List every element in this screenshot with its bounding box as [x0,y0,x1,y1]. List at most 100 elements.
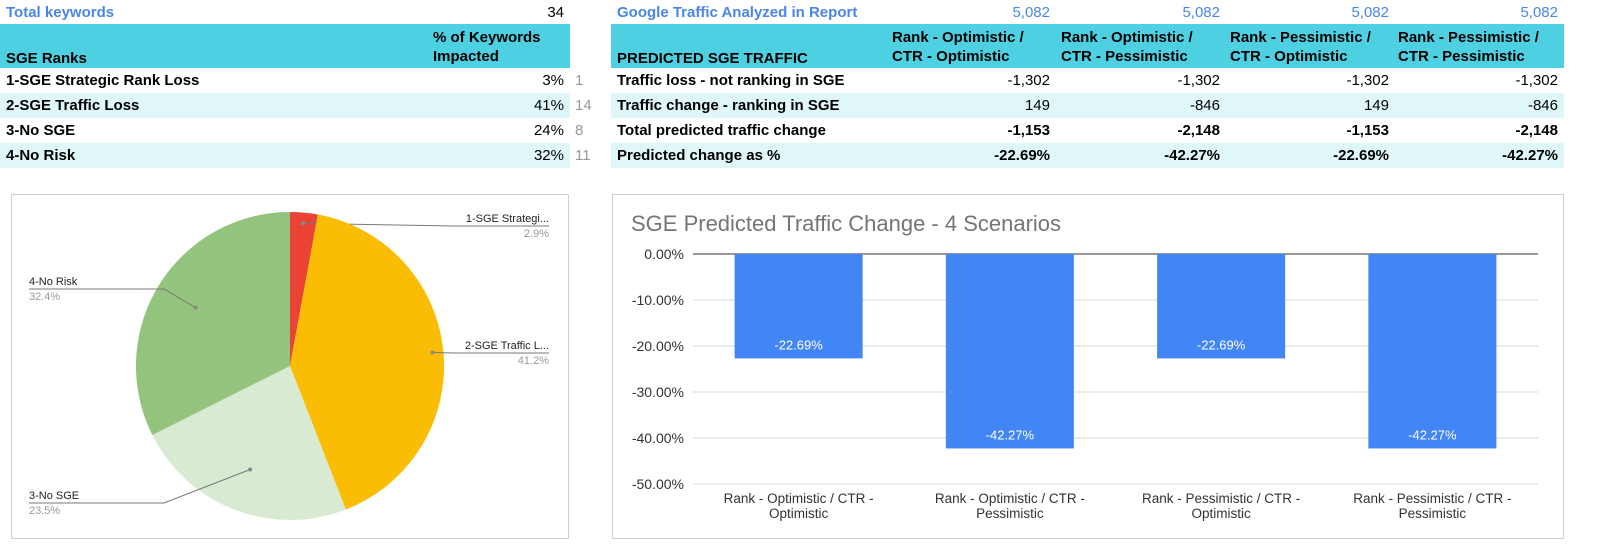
pie-leader-dot [248,467,253,472]
traffic-value[interactable]: -22.69% [1333,147,1389,164]
sge-rank-label[interactable]: 3-No SGE [6,122,76,139]
x-category-label: Optimistic [1191,506,1251,521]
bar[interactable] [1157,254,1286,359]
traffic-value[interactable]: 149 [1363,97,1389,114]
analyzed-value[interactable]: 5,082 [1351,4,1389,21]
traffic-row-label[interactable]: Traffic change - ranking in SGE [617,97,840,114]
analyzed-row: Google Traffic Analyzed in Report 5,082 … [611,0,1564,25]
x-category-label: Pessimistic [1399,506,1467,521]
x-category-label: Rank - Optimistic / CTR - [935,491,1085,506]
traffic-value[interactable]: -1,302 [1177,72,1220,89]
sge-rank-pct[interactable]: 24% [533,122,564,139]
pie-leader-line [29,288,196,309]
traffic-value[interactable]: -2,148 [1177,122,1220,139]
pie-slice[interactable] [290,214,444,510]
pie-leader-dot [193,305,198,310]
traffic-change-bar-chart: SGE Predicted Traffic Change - 4 Scenari… [631,211,1538,521]
traffic-value[interactable]: -1,302 [1515,72,1558,89]
sge-rank-label[interactable]: 1-SGE Strategic Rank Loss [6,72,200,89]
analyzed-value[interactable]: 5,082 [1012,4,1050,21]
x-category-label: Optimistic [769,506,829,521]
bar-data-label: -42.27% [986,427,1035,442]
pie-slice-pct: 41.2% [518,355,549,367]
traffic-row-label[interactable]: Traffic loss - not ranking in SGE [617,72,845,89]
traffic-value[interactable]: -846 [1527,97,1558,114]
pie-slice[interactable] [152,366,346,520]
traffic-value[interactable]: -2,148 [1515,122,1558,139]
bar-data-label: -22.69% [1197,337,1246,352]
traffic-value[interactable]: -22.69% [994,147,1050,164]
pie-slice[interactable] [290,212,318,366]
traffic-value[interactable]: -846 [1189,97,1220,114]
x-category-label: Rank - Pessimistic / CTR - [1353,491,1511,506]
pie-slice-pct: 23.5% [29,505,60,517]
sge-rank-count[interactable]: 8 [575,122,584,139]
traffic-row: Total predicted traffic change -1,153 -2,1… [611,118,1564,143]
traffic-row-label[interactable]: Predicted change as % [617,147,781,164]
sge-rank-row: 4-No Risk 32% [0,143,570,168]
sge-rank-count[interactable]: 1 [575,72,584,89]
analyzed-value[interactable]: 5,082 [1520,4,1558,21]
x-category-label: Rank - Pessimistic / CTR - [1142,491,1300,506]
pie-slice-pct: 2.9% [524,228,549,240]
sge-rank-label[interactable]: 4-No Risk [6,147,76,164]
sge-ranks-header[interactable]: SGE Ranks [6,50,87,67]
left-table-header: SGE Ranks % of Keywords Impacted [0,24,570,68]
traffic-value[interactable]: 149 [1024,97,1050,114]
traffic-value[interactable]: -1,302 [1346,72,1389,89]
traffic-row: Traffic loss - not ranking in SGE -1,302 -… [611,68,1564,93]
traffic-value[interactable]: -1,153 [1346,122,1389,139]
pie-leader-dot [301,221,306,226]
sge-rank-row: 3-No SGE 24% [0,118,570,143]
bar-data-label: -42.27% [1408,427,1457,442]
pie-slice[interactable] [136,212,290,436]
traffic-value[interactable]: -1,153 [1007,122,1050,139]
bar-data-label: -22.69% [774,337,823,352]
traffic-value[interactable]: -42.27% [1164,147,1220,164]
analyzed-value[interactable]: 5,082 [1182,4,1220,21]
sge-rank-row: 1-SGE Strategic Rank Loss 3% [0,68,570,93]
analyzed-label[interactable]: Google Traffic Analyzed in Report [617,4,858,21]
right-table-header: PREDICTED SGE TRAFFIC Rank - Optimistic … [611,24,1564,68]
y-tick-label: -30.00% [632,384,684,400]
pct-keywords-header[interactable]: % of Keywords Impacted [433,29,541,65]
traffic-value[interactable]: -1,302 [1007,72,1050,89]
pie-slice-label: 1-SGE Strategi... [466,213,549,225]
y-tick-label: 0.00% [644,246,684,262]
x-category-label: Pessimistic [976,506,1044,521]
bar[interactable] [945,254,1074,449]
scenario-header[interactable]: Rank - Pessimistic / CTR - Pessimistic [1398,29,1539,65]
sge-rank-count[interactable]: 11 [575,147,591,164]
keyword-risk-pie-chart: 1-SGE Strategi... 2.9% 2-SGE Traffic L... 4… [29,212,549,520]
y-tick-label: -20.00% [632,338,684,354]
pie-slice-pct: 32.4% [29,291,60,303]
sge-rank-count[interactable]: 14 [575,97,592,114]
pie-slice-label: 2-SGE Traffic L... [465,340,549,352]
scenario-header[interactable]: Rank - Optimistic / CTR - Pessimistic [1061,29,1193,65]
traffic-value[interactable]: -42.27% [1502,147,1558,164]
sge-rank-row: 2-SGE Traffic Loss 41% [0,93,570,118]
bar-chart-title: SGE Predicted Traffic Change - 4 Scenari… [631,211,1061,236]
traffic-row: Predicted change as % -22.69% -42.27% -22.6… [611,143,1564,168]
total-keywords-row: Total keywords 34 [0,0,570,25]
traffic-row: Traffic change - ranking in SGE 149 -846 14… [611,93,1564,118]
scenario-header[interactable]: Rank - Pessimistic / CTR - Optimistic [1230,29,1371,65]
traffic-row-label[interactable]: Total predicted traffic change [617,122,826,139]
bar-chart-panel: SGE Predicted Traffic Change - 4 Scenari… [612,194,1564,539]
x-category-label: Rank - Optimistic / CTR - [724,491,874,506]
y-tick-label: -50.00% [632,476,684,492]
pie-leader-line [303,222,549,227]
total-keywords-label[interactable]: Total keywords [6,4,115,21]
sge-rank-pct[interactable]: 41% [533,97,564,114]
predicted-sge-traffic-header[interactable]: PREDICTED SGE TRAFFIC [617,50,808,67]
y-tick-label: -10.00% [632,292,684,308]
sge-rank-label[interactable]: 2-SGE Traffic Loss [6,97,140,114]
scenario-header[interactable]: Rank - Optimistic / CTR - Optimistic [892,29,1024,65]
bar[interactable] [1368,254,1497,449]
total-keywords-value[interactable]: 34 [547,4,564,21]
pie-slice-label: 4-No Risk [29,276,78,288]
bar[interactable] [734,254,863,359]
sge-rank-pct[interactable]: 3% [542,72,564,89]
sge-rank-pct[interactable]: 32% [533,147,564,164]
pie-leader-dot [430,350,435,355]
